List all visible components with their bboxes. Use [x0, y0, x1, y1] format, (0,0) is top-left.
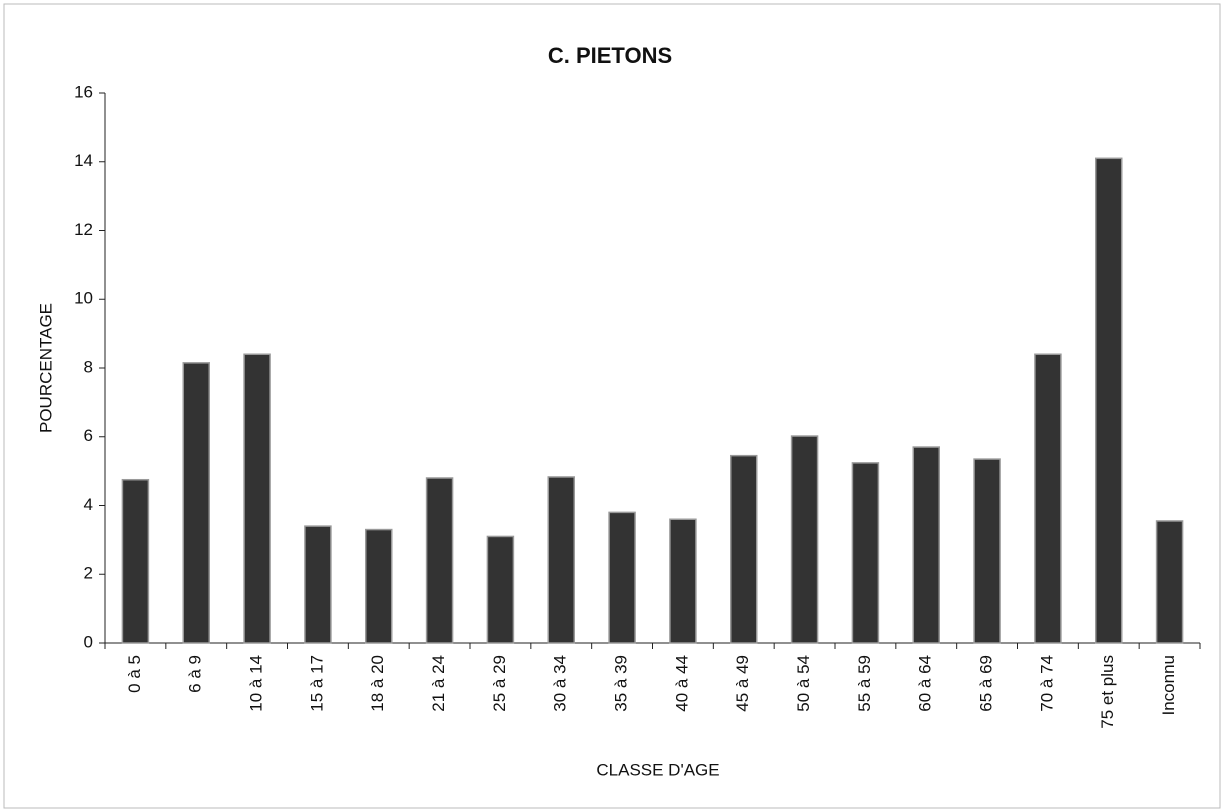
y-tick-label: 4 — [84, 495, 93, 514]
y-axis-title: POURCENTAGE — [36, 303, 55, 433]
x-tick-label: 18 à 20 — [368, 655, 387, 712]
bar — [547, 476, 575, 644]
x-tick-label: 70 à 74 — [1037, 655, 1056, 712]
x-tick-label: 75 et plus — [1098, 655, 1117, 729]
y-tick-label: 16 — [74, 82, 93, 101]
x-tick-label: 50 à 54 — [794, 655, 813, 712]
x-tick-label: 35 à 39 — [612, 655, 631, 712]
y-tick-label: 14 — [74, 151, 93, 170]
bar — [973, 458, 1001, 644]
x-tick-label: 6 à 9 — [186, 655, 205, 693]
chart-title: C. PIETONS — [548, 43, 672, 68]
x-tick-label: 30 à 34 — [551, 655, 570, 712]
bar — [851, 462, 880, 644]
bar — [790, 435, 819, 644]
bar — [1095, 157, 1123, 644]
bar — [365, 528, 393, 644]
bar — [1034, 353, 1062, 644]
y-tick-label: 6 — [84, 426, 93, 445]
bar — [304, 525, 332, 644]
bar — [608, 511, 636, 644]
chart-border — [3, 3, 1221, 809]
bar — [425, 477, 454, 644]
x-axis-title: CLASSE D'AGE — [596, 760, 719, 779]
y-tick-label: 2 — [84, 564, 93, 583]
bar — [669, 518, 697, 644]
bar — [486, 535, 515, 644]
bar — [121, 478, 150, 644]
x-tick-label: 10 à 14 — [247, 655, 266, 712]
bar — [243, 353, 271, 644]
x-tick-label: 65 à 69 — [977, 655, 996, 712]
y-tick-label: 0 — [84, 632, 93, 651]
x-tick-label: 21 à 24 — [429, 655, 448, 712]
x-tick-label: 45 à 49 — [733, 655, 752, 712]
x-tick-label: 60 à 64 — [916, 655, 935, 712]
bar — [182, 362, 210, 644]
x-tick-label: 0 à 5 — [125, 655, 144, 693]
bar — [912, 446, 940, 644]
y-tick-label: 12 — [74, 220, 93, 239]
x-tick-label: 40 à 44 — [672, 655, 691, 712]
y-tick-label: 8 — [84, 357, 93, 376]
x-tick-label: Inconnu — [1159, 655, 1178, 716]
x-tick-label: 55 à 59 — [855, 655, 874, 712]
bar — [730, 454, 758, 644]
y-tick-label: 10 — [74, 289, 93, 308]
x-tick-label: 25 à 29 — [490, 655, 509, 712]
x-tick-label: 15 à 17 — [307, 655, 326, 712]
bar — [1155, 520, 1184, 644]
